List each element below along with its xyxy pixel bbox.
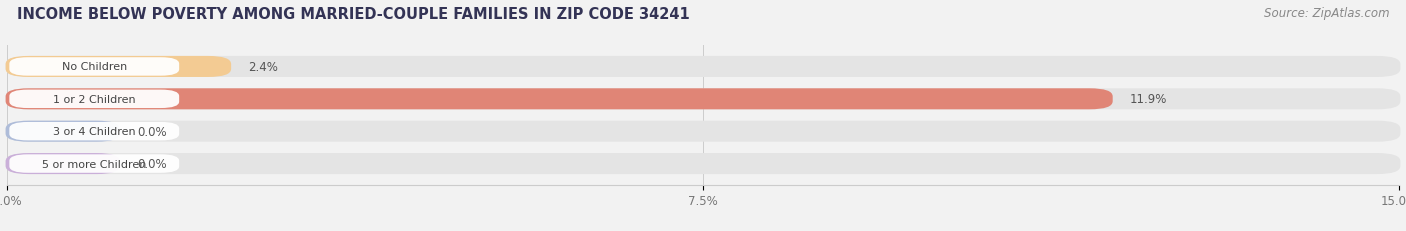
FancyBboxPatch shape bbox=[10, 58, 179, 76]
FancyBboxPatch shape bbox=[10, 90, 179, 109]
Text: No Children: No Children bbox=[62, 62, 127, 72]
FancyBboxPatch shape bbox=[6, 121, 1400, 142]
Text: 11.9%: 11.9% bbox=[1130, 93, 1167, 106]
Text: 1 or 2 Children: 1 or 2 Children bbox=[53, 94, 135, 104]
FancyBboxPatch shape bbox=[10, 122, 179, 141]
FancyBboxPatch shape bbox=[6, 57, 1400, 78]
Text: 5 or more Children: 5 or more Children bbox=[42, 159, 146, 169]
Text: 0.0%: 0.0% bbox=[136, 157, 166, 170]
Text: 2.4%: 2.4% bbox=[249, 61, 278, 74]
FancyBboxPatch shape bbox=[10, 155, 179, 173]
FancyBboxPatch shape bbox=[6, 89, 1400, 110]
FancyBboxPatch shape bbox=[6, 121, 120, 142]
Text: Source: ZipAtlas.com: Source: ZipAtlas.com bbox=[1264, 7, 1389, 20]
Text: 3 or 4 Children: 3 or 4 Children bbox=[53, 127, 135, 137]
FancyBboxPatch shape bbox=[6, 89, 1112, 110]
FancyBboxPatch shape bbox=[6, 153, 1400, 174]
Text: 0.0%: 0.0% bbox=[136, 125, 166, 138]
FancyBboxPatch shape bbox=[6, 153, 120, 174]
FancyBboxPatch shape bbox=[6, 57, 231, 78]
Text: INCOME BELOW POVERTY AMONG MARRIED-COUPLE FAMILIES IN ZIP CODE 34241: INCOME BELOW POVERTY AMONG MARRIED-COUPL… bbox=[17, 7, 689, 22]
